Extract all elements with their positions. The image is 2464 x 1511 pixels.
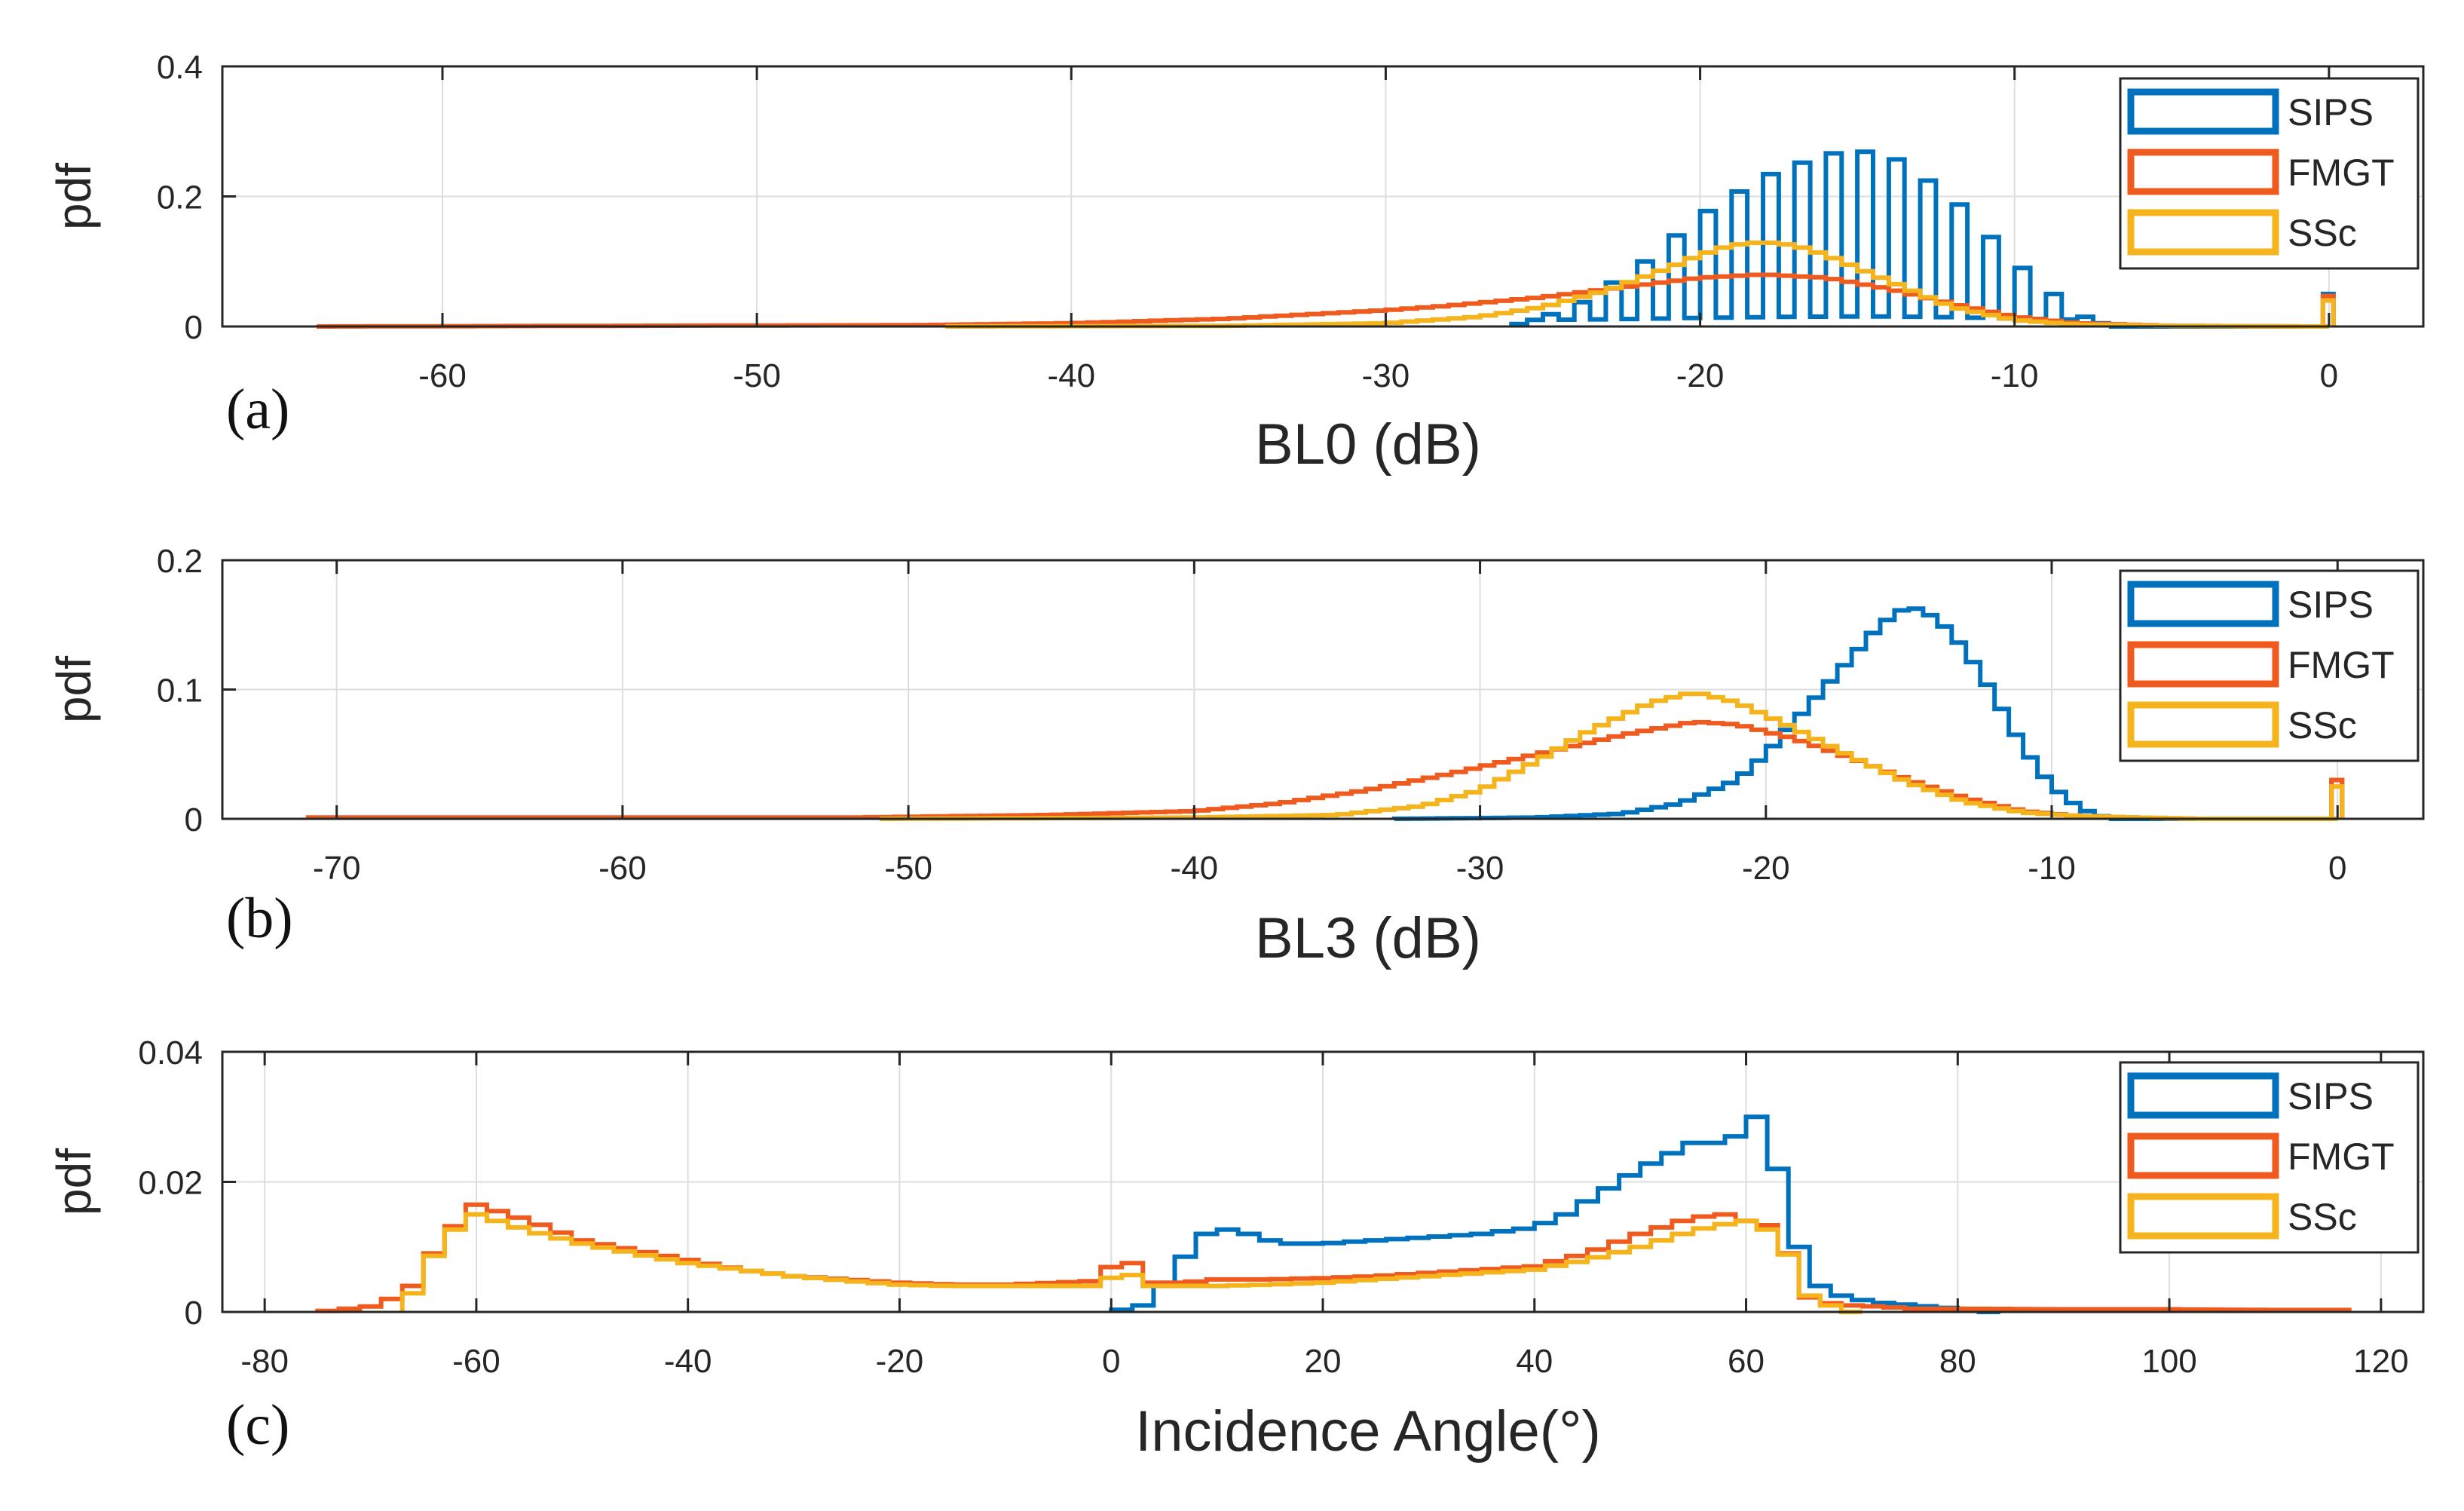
legend: SIPS FMGT SSc (2119, 77, 2420, 270)
x-tick-label: -50 (733, 357, 781, 394)
legend-label-ssc: SSc (2288, 1196, 2357, 1238)
x-tick-label: 0 (1102, 1343, 1120, 1380)
legend-label-sips: SIPS (2288, 91, 2374, 133)
legend-box (2119, 1061, 2420, 1254)
x-tick-label: 60 (1728, 1343, 1765, 1380)
x-tick-label: 80 (1939, 1343, 1976, 1380)
legend-swatch-ssc (2127, 209, 2279, 256)
x-tick-label: -80 (240, 1343, 289, 1380)
legend-box (2119, 569, 2420, 762)
x-tick-label: -20 (876, 1343, 924, 1380)
chart-panel-3: -80 -60 -40 -20 0 20 40 60 80 100 120 0 0.02 0.04 pdf I… (47, 1034, 2425, 1463)
legend-swatch-fmgt (2127, 641, 2279, 688)
legend: SIPS FMGT SSc (2119, 569, 2420, 762)
x-tick-label: -60 (452, 1343, 500, 1380)
legend-label-fmgt: FMGT (2288, 644, 2395, 686)
y-tick-label: 0 (185, 801, 203, 838)
y-tick-label: 0 (185, 1295, 203, 1332)
legend-swatch-sips (2127, 88, 2279, 135)
chart-panel-2: -70 -60 -50 -40 -30 -20 -10 0 0 0.1 0.2 pdf BL3 (dB)… (47, 543, 2425, 970)
legend-label-sips: SIPS (2288, 1075, 2374, 1117)
legend: SIPS FMGT SSc (2119, 1061, 2420, 1254)
legend-label-ssc: SSc (2288, 212, 2357, 254)
legend-label-fmgt: FMGT (2288, 1136, 2395, 1178)
legend-box (2119, 77, 2420, 270)
x-tick-label: -20 (1742, 850, 1790, 887)
legend-label-ssc: SSc (2288, 704, 2357, 746)
legend-swatch-ssc (2127, 1193, 2279, 1240)
panel-label: (b) (226, 887, 293, 950)
x-axis-label: Incidence Angle(°) (1135, 1399, 1601, 1463)
series-group (315, 1114, 2352, 1314)
legend-swatch-sips (2127, 581, 2279, 627)
legend-swatch-sips (2127, 1072, 2279, 1119)
x-tick-label: 0 (2328, 850, 2346, 887)
x-tick-label: -10 (2028, 850, 2076, 887)
series-ssc-line (399, 1212, 1863, 1314)
x-tick-label: -70 (313, 850, 361, 887)
y-axis-label: pdf (47, 656, 101, 723)
chart-panel-1: -60 -50 -40 -30 -20 -10 0 0 0.2 0.4 pdf BL0 (dB) (a)… (47, 49, 2425, 477)
panel-label: (a) (226, 378, 289, 441)
y-tick-label: 0.4 (157, 49, 203, 86)
panel-label: (c) (226, 1393, 289, 1457)
series-fmgt-line (315, 1202, 2352, 1313)
x-tick-label: -60 (598, 850, 647, 887)
y-tick-label: 0.1 (157, 673, 203, 710)
x-tick-label: -30 (1456, 850, 1504, 887)
x-tick-label: -50 (884, 850, 932, 887)
x-tick-label: -60 (418, 357, 467, 394)
x-tick-label: -10 (1991, 357, 2039, 394)
series-ssc-zero-spike (2320, 298, 2336, 326)
x-tick-label: -40 (664, 1343, 712, 1380)
x-tick-label: 20 (1305, 1343, 1342, 1380)
x-tick-label: 0 (2320, 357, 2338, 394)
x-axis-label: BL3 (dB) (1255, 906, 1481, 970)
y-tick-label: 0.04 (138, 1034, 203, 1071)
legend-swatch-fmgt (2127, 1132, 2279, 1179)
x-tick-label: 120 (2353, 1343, 2408, 1380)
y-tick-label: 0.2 (157, 543, 203, 580)
y-tick-label: 0 (185, 309, 203, 346)
legend-swatch-fmgt (2127, 149, 2279, 195)
legend-label-sips: SIPS (2288, 584, 2374, 626)
y-axis-label: pdf (47, 163, 101, 230)
legend-swatch-ssc (2127, 701, 2279, 748)
series-ssc-zero-spike (2329, 784, 2345, 819)
y-axis-label: pdf (47, 1148, 101, 1215)
x-tick-label: 40 (1516, 1343, 1553, 1380)
x-tick-label: 100 (2141, 1343, 2196, 1380)
x-axis-label: BL0 (dB) (1255, 412, 1481, 477)
x-tick-label: -40 (1047, 357, 1095, 394)
y-tick-label: 0.02 (138, 1165, 203, 1202)
x-tick-label: -30 (1362, 357, 1410, 394)
legend-label-fmgt: FMGT (2288, 152, 2395, 194)
y-tick-label: 0.2 (157, 179, 203, 216)
series-sips-line (1109, 1114, 2000, 1314)
x-tick-label: -20 (1676, 357, 1725, 394)
x-tick-label: -40 (1171, 850, 1219, 887)
